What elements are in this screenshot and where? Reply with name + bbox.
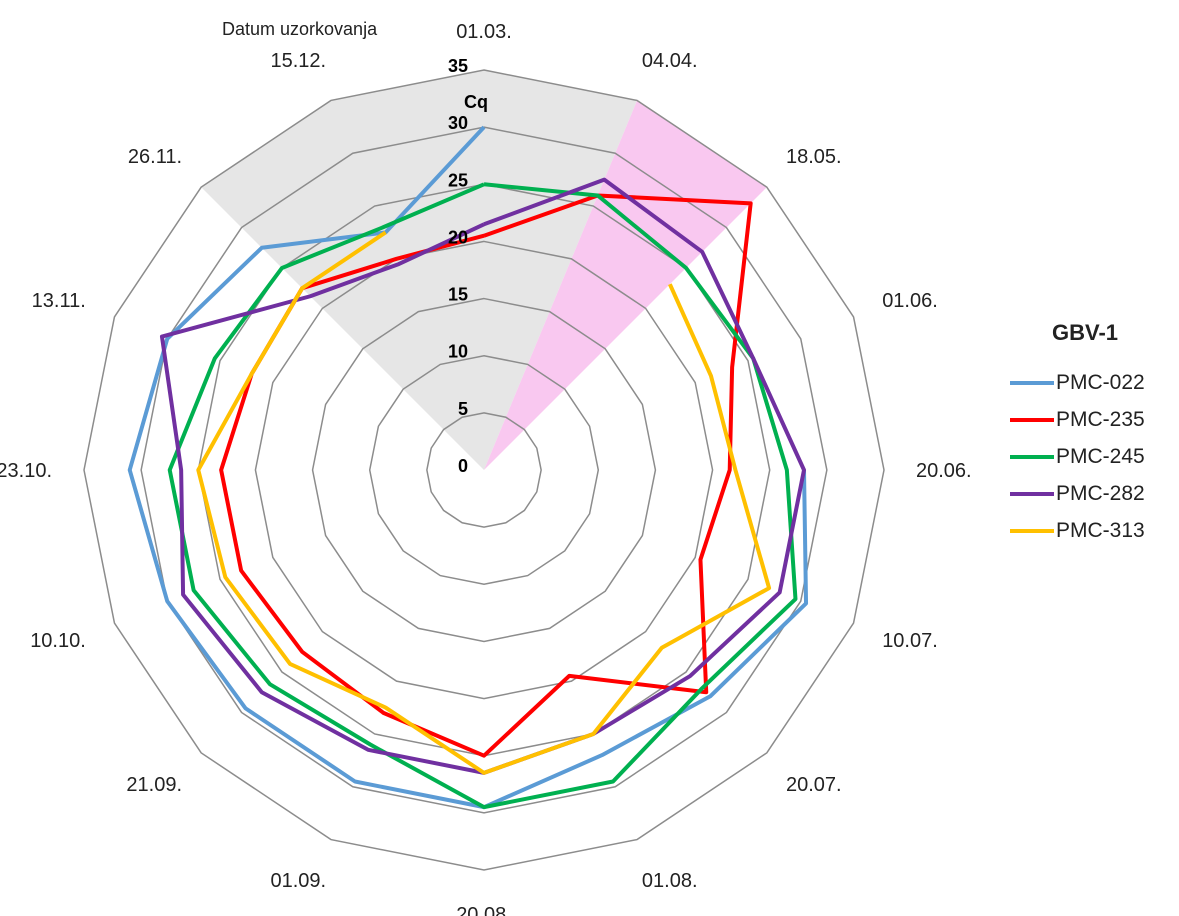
category-label: 01.09. (270, 870, 326, 892)
radial-tick-label: 10 (448, 342, 468, 362)
category-label: 20.06. (916, 460, 972, 482)
grid-ring-35 (83, 69, 885, 871)
shaded-sectors (201, 70, 767, 471)
legend-item-pmc-282: PMC-282 (1010, 475, 1160, 512)
radial-tick-label: 20 (448, 227, 468, 247)
category-label: 04.04. (642, 50, 698, 72)
legend-title: GBV-1 (1051, 320, 1119, 345)
legend: GBV-1 PMC-022 PMC-235 PMC-245 PMC-282 PM… (1010, 320, 1160, 549)
category-label: 10.07. (882, 630, 938, 652)
legend-label: PMC-022 (1056, 370, 1145, 394)
category-label: 20.08. (456, 904, 512, 916)
legend-item-pmc-022: PMC-022 (1010, 364, 1160, 401)
series-line-pmc-022 (127, 125, 809, 810)
legend-swatch (1010, 491, 1054, 496)
radial-tick-label: 35 (448, 56, 468, 76)
legend-item-pmc-235: PMC-235 (1010, 401, 1160, 438)
legend-item-pmc-313: PMC-313 (1010, 512, 1160, 549)
category-labels: 01.03. 04.04. 18.05. 01.06. 20.06. 10.07. 20.0… (0, 21, 972, 916)
category-label: 21.09. (126, 774, 182, 796)
category-label: 26.11. (128, 146, 182, 168)
legend-item-pmc-245: PMC-245 (1010, 438, 1160, 475)
legend-swatch (1010, 454, 1054, 459)
radial-tick-label: 5 (458, 399, 468, 419)
category-label: 01.08. (642, 870, 698, 892)
legend-label: PMC-313 (1056, 518, 1145, 542)
radial-tick-label: 25 (448, 170, 468, 190)
series-line-pmc-313 (196, 230, 772, 775)
grid-ring-10 (368, 354, 600, 586)
grid-ring-20 (254, 240, 714, 700)
grid-ring-30 (140, 126, 828, 814)
shaded-sector-1 (201, 70, 638, 470)
legend-swatch (1010, 528, 1054, 533)
category-label: 23.10. (0, 460, 52, 482)
category-label: 01.06. (882, 290, 938, 312)
series-line-pmc-245 (167, 182, 798, 810)
legend-label: PMC-282 (1056, 481, 1145, 505)
category-label: 18.05. (786, 146, 842, 168)
category-axis-title: Datum uzorkovanja (222, 19, 378, 39)
category-label: 15.12. (270, 50, 326, 72)
category-label: 01.03. (456, 21, 512, 43)
shaded-sector-2 (484, 100, 767, 471)
radial-tick-labels: 0 5 10 15 20 25 30 35 (448, 56, 468, 476)
radial-tick-label: 0 (458, 456, 468, 476)
category-label: 20.07. (786, 774, 842, 796)
radial-tick-label: 15 (448, 285, 468, 305)
legend-swatch (1010, 380, 1054, 385)
radial-axis-title: Cq (464, 92, 488, 112)
radial-tick-label: 30 (448, 113, 468, 133)
grid-ring-5 (426, 412, 542, 528)
legend-label: PMC-235 (1056, 407, 1145, 431)
legend-swatch (1010, 417, 1054, 422)
category-label: 13.11. (32, 290, 86, 312)
category-label: 10.10. (30, 630, 86, 652)
series-lines (127, 125, 809, 810)
grid-ring-15 (311, 297, 657, 643)
legend-label: PMC-245 (1056, 444, 1145, 468)
